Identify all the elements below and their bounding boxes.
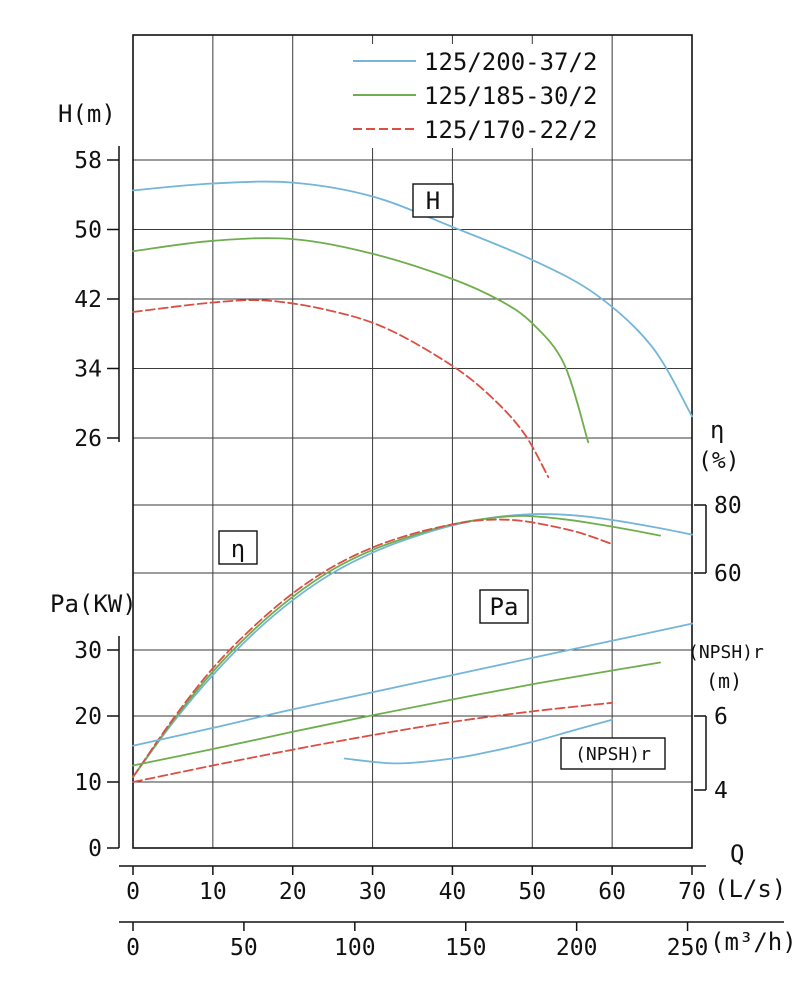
- eta-curve-label: η: [231, 535, 245, 563]
- legend-label-0: 125/200-37/2: [424, 48, 597, 76]
- h-tick-label: 42: [74, 287, 102, 313]
- q-ls-tick-label: 20: [279, 879, 307, 905]
- curves-H: [132, 180, 693, 478]
- h-scale: 26 34 42 50 58: [74, 146, 120, 452]
- q-ls-tick-label: 0: [126, 879, 140, 905]
- curve-H-125/185-30/2: [132, 237, 590, 444]
- q-ls-tick-label: 70: [678, 879, 706, 905]
- q-ls-tick-label: 10: [199, 879, 227, 905]
- q-axis-ls: 0 10 20 30 40 50 60 70: [119, 865, 706, 905]
- curve-Pa-125/200-37/2: [132, 622, 693, 747]
- q-axis-m3h: 0 50 100 150 200 250: [119, 921, 784, 961]
- eta-tick-label: 80: [714, 493, 742, 519]
- curve-H-125/200-37/2: [132, 180, 693, 418]
- eta-scale: 60 80: [694, 493, 742, 587]
- npsh-axis-unit: (m): [706, 669, 742, 693]
- curve-eta-125/170-22/2: [132, 518, 613, 778]
- q-m3h-tick-label: 150: [445, 935, 487, 961]
- h-axis-title: H(m): [58, 100, 116, 128]
- eta-axis-unit: (%): [698, 448, 740, 474]
- legend-label-1: 125/185-30/2: [424, 82, 597, 110]
- curves-NPSH: [343, 718, 613, 765]
- q-ls-tick-label: 40: [439, 879, 467, 905]
- q-ls-tick-label: 50: [518, 879, 546, 905]
- h-tick-label: 50: [74, 218, 102, 244]
- q-m3h-tick-label: 100: [334, 935, 376, 961]
- pa-tick-label: 0: [88, 836, 102, 862]
- npsh-tick-label: 4: [714, 778, 728, 804]
- plot-border: [132, 34, 693, 849]
- q-axis-unit-m3h: (m³/h): [710, 928, 797, 956]
- eta-axis-title: η: [710, 416, 724, 444]
- q-m3h-tick-label: 50: [230, 935, 258, 961]
- pa-curve-label-box: Pa: [479, 589, 529, 624]
- grid: [132, 34, 693, 849]
- q-ls-tick-label: 30: [359, 879, 387, 905]
- curves-Pa: [132, 622, 693, 783]
- q-m3h-tick-label: 250: [667, 935, 709, 961]
- curve-H-125/170-22/2: [132, 299, 550, 478]
- curve-eta-125/200-37/2: [132, 513, 693, 778]
- legend: 125/200-37/2 125/185-30/2 125/170-22/2: [344, 44, 597, 148]
- q-axis-title: Q: [730, 840, 744, 868]
- q-axis-unit-ls: (L/s): [714, 875, 786, 903]
- pa-axis-title: Pa(KW): [50, 590, 137, 618]
- npsh-tick-label: 6: [714, 704, 728, 730]
- legend-label-2: 125/170-22/2: [424, 116, 597, 144]
- curve-Pa-125/170-22/2: [132, 701, 613, 783]
- h-tick-label: 58: [74, 148, 102, 174]
- pa-tick-label: 20: [74, 704, 102, 730]
- npsh-axis-title: (NPSH)r: [688, 642, 764, 663]
- h-curve-label: H: [426, 187, 440, 215]
- curve-Pa-125/185-30/2: [132, 661, 661, 767]
- curves-eta: [132, 513, 693, 778]
- h-curve-label-box: H: [412, 183, 454, 218]
- q-ls-tick-label: 60: [598, 879, 626, 905]
- eta-tick-label: 60: [714, 561, 742, 587]
- pa-curve-label: Pa: [490, 593, 519, 621]
- pa-tick-label: 10: [74, 770, 102, 796]
- npsh-curve-label-box: (NPSH)r: [560, 737, 666, 770]
- q-m3h-tick-label: 200: [556, 935, 598, 961]
- npsh-curve-label: (NPSH)r: [575, 744, 651, 765]
- eta-curve-label-box: η: [218, 530, 258, 565]
- curve-eta-125/185-30/2: [132, 514, 661, 778]
- curve-NPSH-125/200-37/2: [343, 718, 613, 765]
- q-m3h-tick-label: 0: [126, 935, 140, 961]
- npsh-scale: 46: [694, 704, 728, 804]
- h-tick-label: 34: [74, 357, 102, 383]
- pa-tick-label: 30: [74, 638, 102, 664]
- pa-scale: 0 10 20 30: [74, 636, 120, 862]
- h-tick-label: 26: [74, 426, 102, 452]
